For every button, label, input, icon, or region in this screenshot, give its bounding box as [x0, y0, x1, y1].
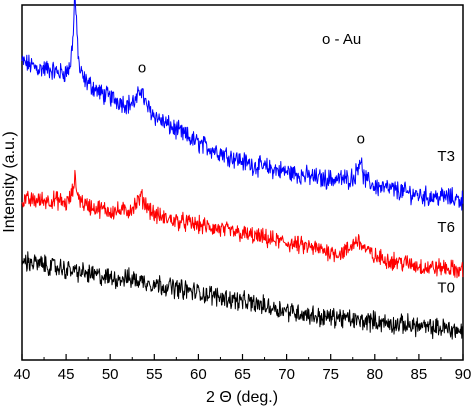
- peak-marker: o: [138, 59, 146, 76]
- x-tick-label: 85: [411, 366, 428, 383]
- series-label-t3: T3: [437, 148, 455, 165]
- legend-text: o - Au: [322, 31, 361, 48]
- x-tick-label: 55: [146, 366, 163, 383]
- x-tick-label: 40: [14, 366, 31, 383]
- peak-markers: ooo: [138, 59, 365, 147]
- y-axis-title: Intensity (a.u.): [1, 131, 18, 232]
- x-tick-label: 90: [455, 366, 472, 383]
- series-labels: T3 T6 T0: [437, 148, 455, 296]
- series-line-t6: [21, 169, 464, 279]
- series-label-t6: T6: [437, 219, 455, 236]
- series-line-t0: [21, 251, 464, 340]
- x-axis-ticks: 40 45 50 55 60 65 70 75 80 85 90: [14, 354, 472, 383]
- x-axis-title: 2 Θ (deg.): [206, 389, 278, 406]
- x-tick-label: 80: [366, 366, 383, 383]
- x-tick-label: 60: [190, 366, 207, 383]
- x-tick-label: 75: [322, 366, 339, 383]
- peak-marker: o: [357, 130, 365, 147]
- series-layer: [21, 0, 464, 340]
- x-tick-label: 70: [278, 366, 295, 383]
- series-label-t0: T0: [437, 280, 455, 297]
- series-line-t3: [21, 0, 464, 211]
- x-tick-label: 65: [234, 366, 251, 383]
- x-tick-label: 45: [58, 366, 75, 383]
- x-tick-label: 50: [102, 366, 119, 383]
